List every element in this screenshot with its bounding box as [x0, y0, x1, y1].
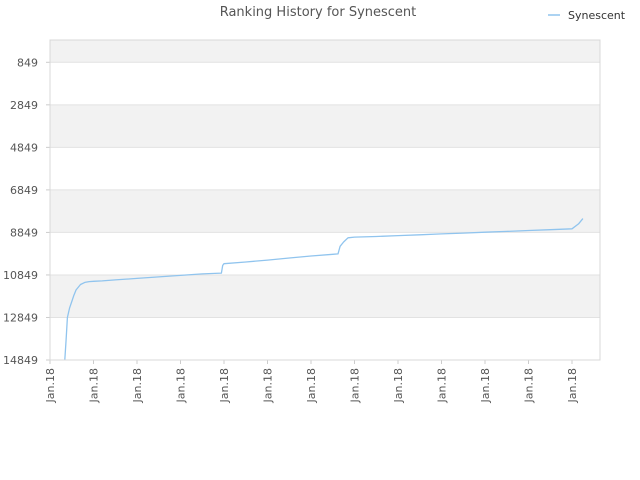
- x-tick-label: Jan.18: [305, 368, 318, 403]
- series-layer: [64, 218, 584, 361]
- x-tick-label: Jan.18: [88, 368, 101, 403]
- plot-band: [50, 147, 600, 190]
- y-axis-tick-labels: 849 2849 4849 6849 8849 10849 12849 14849: [3, 56, 38, 367]
- y-tick-label: 6849: [10, 184, 38, 197]
- legend-label-synescent: Synescent: [568, 9, 626, 22]
- plot-band: [50, 40, 600, 63]
- chart-title: Ranking History for Synescent: [220, 5, 417, 20]
- x-tick-label: Jan.18: [175, 368, 188, 403]
- y-tick-label: 12849: [3, 311, 38, 324]
- legend: Synescent: [548, 9, 626, 22]
- x-tick-label: Jan.18: [218, 368, 231, 403]
- plot-band: [50, 62, 600, 105]
- y-tick-label: 8849: [10, 226, 38, 239]
- plot-band: [50, 274, 600, 318]
- plot-frame: [49, 39, 601, 361]
- y-tick-label: 849: [17, 56, 38, 69]
- x-tick-label: Jan.18: [479, 368, 492, 403]
- x-tick-label: Jan.18: [566, 368, 579, 403]
- x-tick-label: Jan.18: [436, 368, 449, 403]
- x-tick-label: Jan.18: [349, 368, 362, 403]
- y-tick-label: 10849: [3, 269, 38, 282]
- plot-band: [50, 317, 600, 360]
- gridlines: [46, 61, 600, 364]
- series-line-synescent: [64, 218, 584, 361]
- plot-band: [50, 232, 600, 275]
- x-axis-tick-labels: Jan.18 Jan.18 Jan.18 Jan.18 Jan.18 Jan.18 Jan.…: [44, 368, 579, 403]
- x-tick-label: Jan.18: [44, 368, 57, 403]
- plot-background: [50, 40, 600, 360]
- y-tick-label: 2849: [10, 99, 38, 112]
- plot-band: [50, 189, 600, 233]
- x-tick-label: Jan.18: [523, 368, 536, 403]
- plot-band: [50, 104, 600, 148]
- y-tick-label: 14849: [3, 354, 38, 367]
- y-tick-label: 4849: [10, 141, 38, 154]
- x-tick-label: Jan.18: [131, 368, 144, 403]
- x-tick-label: Jan.18: [262, 368, 275, 403]
- x-tick-label: Jan.18: [392, 368, 405, 403]
